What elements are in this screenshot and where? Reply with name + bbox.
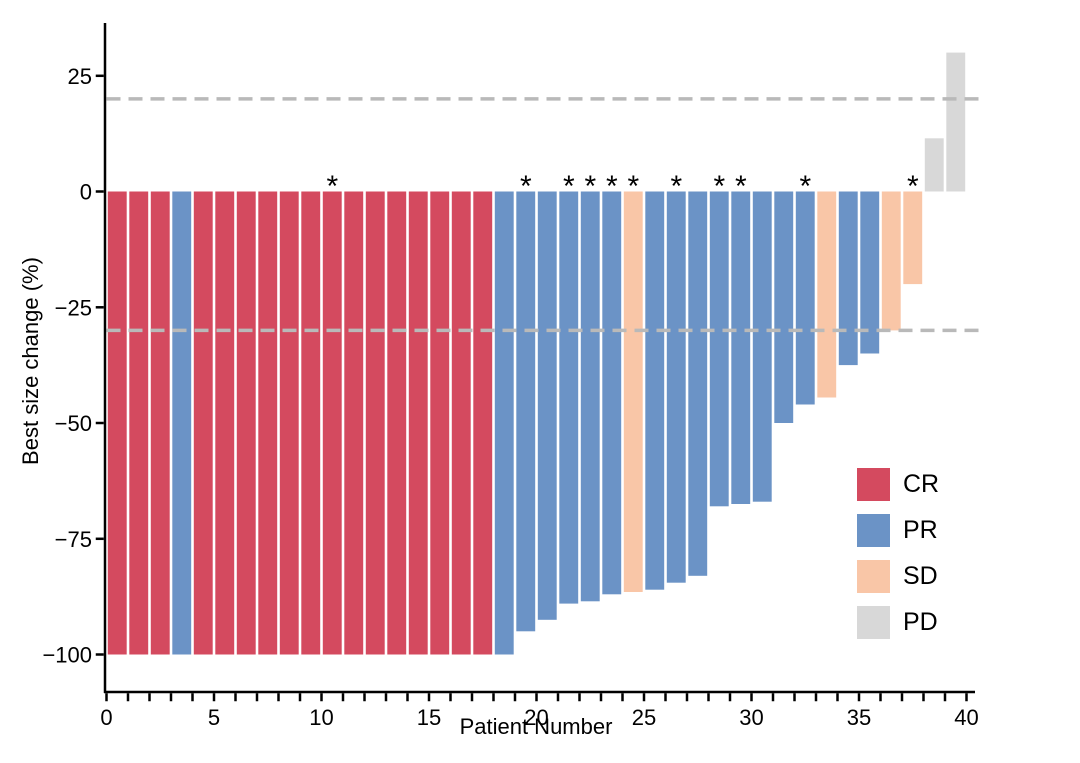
bar-patient-35: [838, 191, 858, 366]
y-tick-label--50: −50: [55, 411, 92, 436]
bar-patient-11: [322, 191, 342, 655]
legend-swatch-CR: [857, 468, 890, 501]
asterisk-patient-25: *: [627, 170, 639, 203]
bar-patient-22: [559, 191, 579, 604]
bar-patient-31: [752, 191, 772, 502]
bar-patient-24: [602, 191, 622, 595]
x-tick-label-30: 30: [739, 705, 763, 730]
bar-patient-40: [946, 52, 966, 192]
asterisk-patient-23: *: [584, 170, 596, 203]
y-tick-label--100: −100: [42, 643, 92, 668]
y-axis-title: Best size change (%): [18, 257, 43, 465]
x-tick-label-5: 5: [208, 705, 220, 730]
bar-patient-18: [473, 191, 493, 655]
legend-swatch-PD: [857, 606, 890, 639]
bar-patient-15: [408, 191, 428, 655]
bar-patient-26: [645, 191, 665, 590]
asterisk-patient-24: *: [606, 170, 618, 203]
asterisk-patient-29: *: [713, 170, 725, 203]
asterisk-patient-30: *: [735, 170, 747, 203]
bar-patient-14: [387, 191, 407, 655]
bar-patient-6: [215, 191, 235, 655]
legend: CR PR SD PD: [857, 468, 939, 652]
bar-patient-10: [301, 191, 321, 655]
bar-patient-3: [150, 191, 170, 655]
legend-row-PD: PD: [857, 606, 939, 639]
x-tick-label-15: 15: [417, 705, 441, 730]
asterisk-patient-11: *: [326, 170, 338, 203]
bar-patient-7: [236, 191, 256, 655]
x-tick-label-10: 10: [309, 705, 333, 730]
x-axis-title: Patient Number: [459, 714, 613, 739]
legend-label-PR: PR: [903, 516, 938, 544]
y-tick-label-0: 0: [80, 180, 92, 205]
y-tick-label--75: −75: [55, 527, 92, 552]
asterisk-patient-38: *: [907, 170, 919, 203]
bar-patient-13: [365, 191, 385, 655]
legend-row-CR: CR: [857, 468, 939, 501]
bar-patient-28: [688, 191, 708, 576]
legend-label-CR: CR: [903, 470, 940, 498]
bar-patient-29: [709, 191, 729, 507]
bar-patient-17: [451, 191, 471, 655]
bar-patient-34: [817, 191, 837, 398]
asterisk-patient-33: *: [799, 170, 811, 203]
bar-patient-4: [172, 191, 192, 655]
bar-patient-19: [494, 191, 514, 655]
bar-patient-25: [623, 191, 643, 592]
bar-patient-16: [430, 191, 450, 655]
asterisk-patient-22: *: [563, 170, 575, 203]
y-tick-label--25: −25: [55, 295, 92, 320]
bar-patient-30: [731, 191, 751, 504]
legend-swatch-PR: [857, 514, 890, 547]
legend-label-PD: PD: [903, 608, 938, 636]
bar-patient-9: [279, 191, 299, 655]
bar-patient-23: [580, 191, 600, 602]
x-tick-label-0: 0: [100, 705, 112, 730]
bar-patient-8: [258, 191, 278, 655]
bar-patient-36: [860, 191, 880, 354]
legend-swatch-SD: [857, 560, 890, 593]
bar-patient-21: [537, 191, 557, 620]
bar-patient-32: [774, 191, 794, 423]
asterisk-patient-27: *: [670, 170, 682, 203]
x-tick-label-25: 25: [632, 705, 656, 730]
x-tick-label-35: 35: [847, 705, 871, 730]
bar-patient-20: [516, 191, 536, 632]
bar-patient-38: [903, 191, 923, 285]
asterisk-patient-20: *: [520, 170, 532, 203]
legend-label-SD: SD: [903, 562, 938, 590]
bar-patient-12: [344, 191, 364, 655]
bar-patient-27: [666, 191, 686, 583]
legend-row-SD: SD: [857, 560, 939, 593]
bar-patient-37: [881, 191, 901, 331]
bar-patient-1: [107, 191, 127, 655]
bar-patient-5: [193, 191, 213, 655]
bar-patient-39: [924, 138, 944, 192]
legend-row-PR: PR: [857, 514, 939, 547]
bar-patient-2: [129, 191, 149, 655]
x-tick-label-20: 20: [524, 705, 548, 730]
bar-patient-33: [795, 191, 815, 405]
x-tick-label-40: 40: [954, 705, 978, 730]
y-tick-label-25: 25: [68, 64, 92, 89]
